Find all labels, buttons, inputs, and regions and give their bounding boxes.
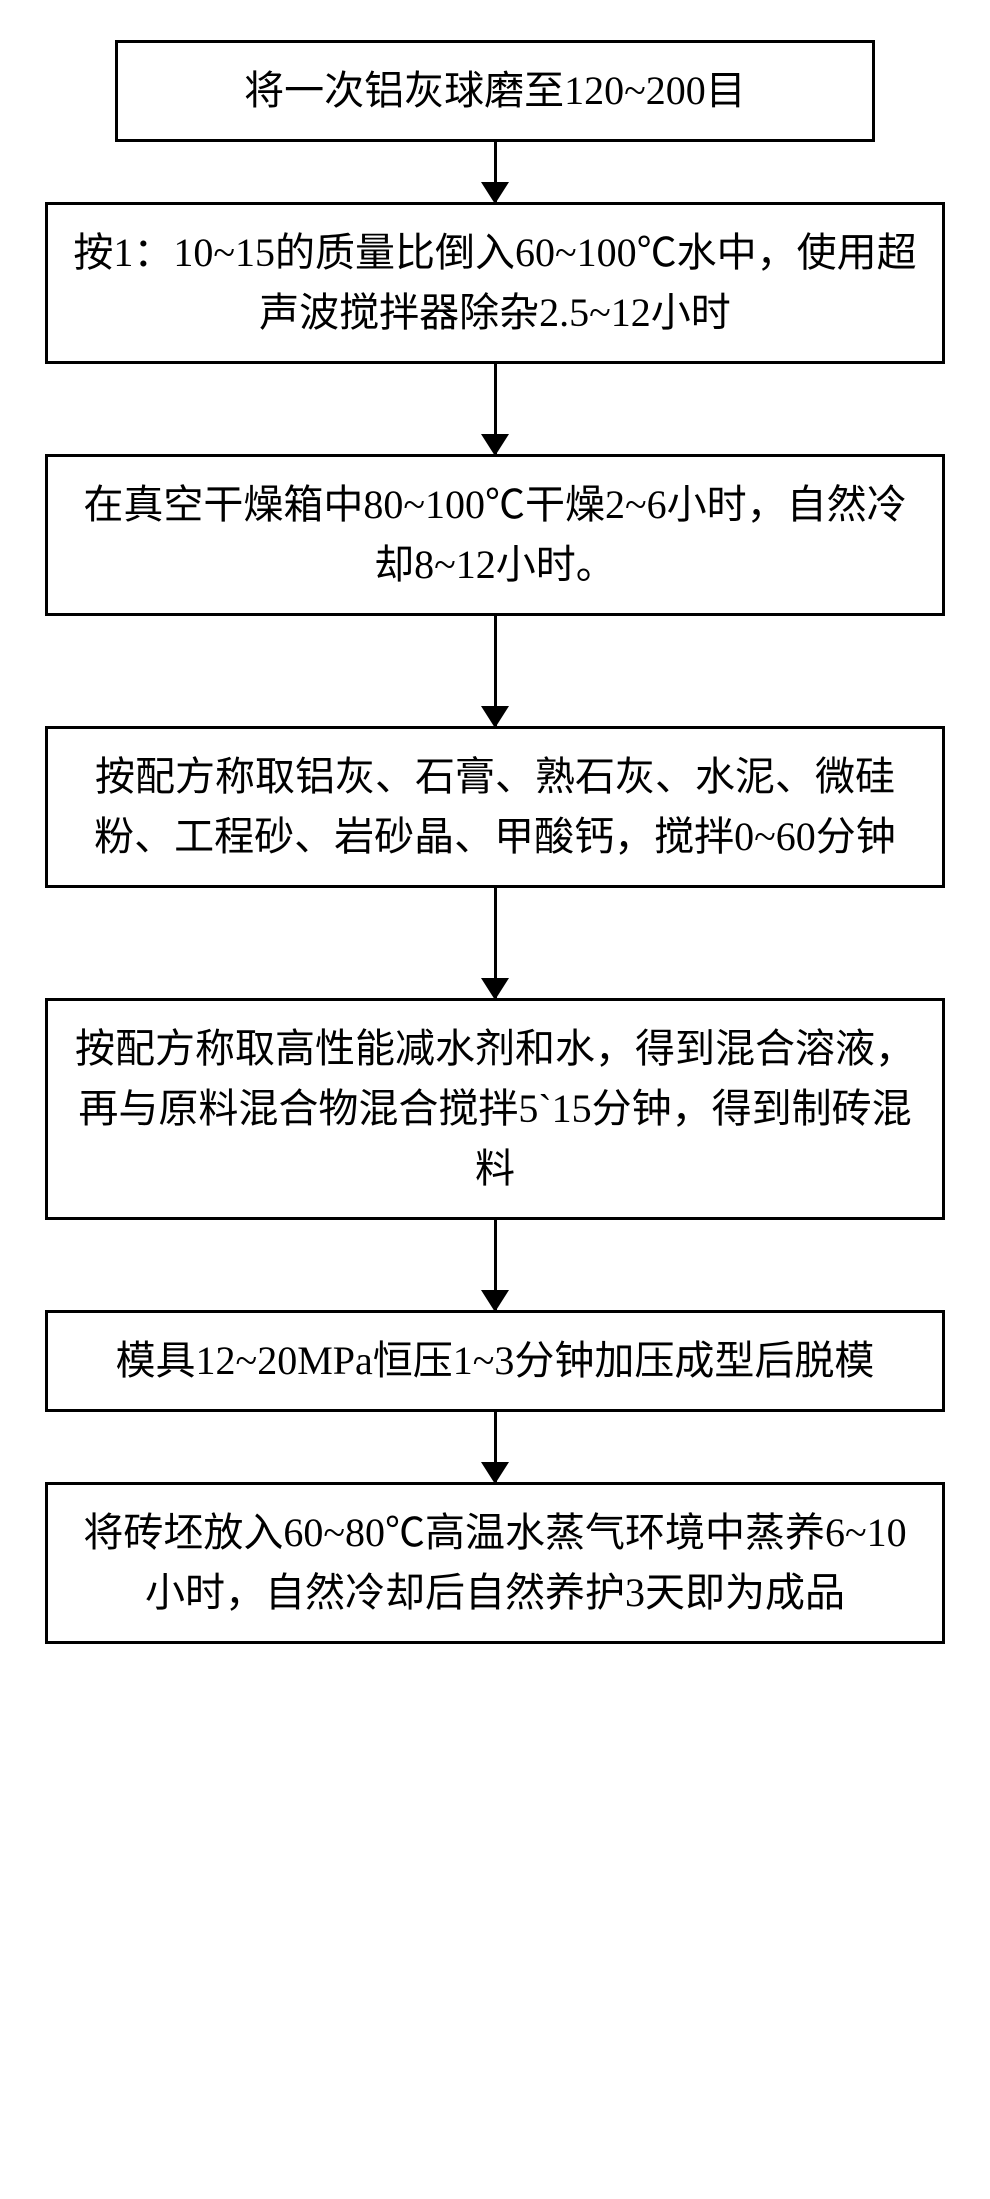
flowchart-container: 将一次铝灰球磨至120~200目 按1：10~15的质量比倒入60~100℃水中… (30, 40, 960, 1644)
flowchart-node-step6: 模具12~20MPa恒压1~3分钟加压成型后脱模 (45, 1310, 945, 1412)
node-text: 在真空干燥箱中80~100℃干燥2~6小时，自然冷却8~12小时。 (83, 482, 906, 587)
flowchart-node-step1: 将一次铝灰球磨至120~200目 (115, 40, 875, 142)
flowchart-arrow (494, 1412, 497, 1482)
flowchart-arrow (494, 616, 497, 726)
flowchart-arrow (494, 888, 497, 998)
flowchart-node-step5: 按配方称取高性能减水剂和水，得到混合溶液，再与原料混合物混合搅拌5`15分钟，得… (45, 998, 945, 1220)
flowchart-arrow (494, 142, 497, 202)
flowchart-node-step3: 在真空干燥箱中80~100℃干燥2~6小时，自然冷却8~12小时。 (45, 454, 945, 616)
flowchart-node-step2: 按1：10~15的质量比倒入60~100℃水中，使用超声波搅拌器除杂2.5~12… (45, 202, 945, 364)
node-text: 模具12~20MPa恒压1~3分钟加压成型后脱模 (116, 1338, 875, 1383)
node-text: 按1：10~15的质量比倒入60~100℃水中，使用超声波搅拌器除杂2.5~12… (73, 230, 916, 335)
flowchart-arrow (494, 1220, 497, 1310)
flowchart-node-step7: 将砖坯放入60~80℃高温水蒸气环境中蒸养6~10小时，自然冷却后自然养护3天即… (45, 1482, 945, 1644)
node-text: 将一次铝灰球磨至120~200目 (244, 68, 746, 113)
node-text: 将砖坯放入60~80℃高温水蒸气环境中蒸养6~10小时，自然冷却后自然养护3天即… (83, 1510, 906, 1615)
node-text: 按配方称取高性能减水剂和水，得到混合溶液，再与原料混合物混合搅拌5`15分钟，得… (75, 1026, 915, 1191)
node-text: 按配方称取铝灰、石膏、熟石灰、水泥、微硅粉、工程砂、岩砂晶、甲酸钙，搅拌0~60… (94, 754, 896, 859)
flowchart-arrow (494, 364, 497, 454)
flowchart-node-step4: 按配方称取铝灰、石膏、熟石灰、水泥、微硅粉、工程砂、岩砂晶、甲酸钙，搅拌0~60… (45, 726, 945, 888)
